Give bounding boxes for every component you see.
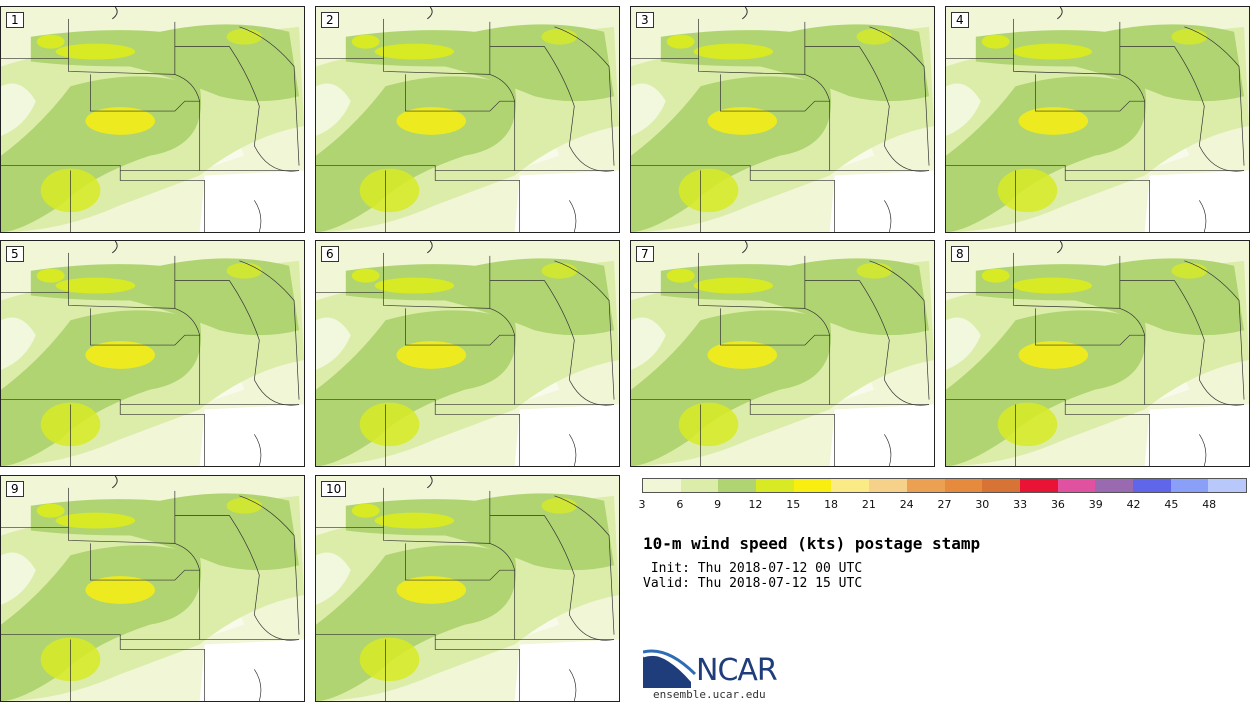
colorbar-tick-label: 27 (937, 498, 952, 511)
colorbar-segment (906, 479, 945, 492)
colorbar-tick-label: 3 (638, 498, 646, 511)
colorbar-segment (756, 479, 794, 492)
member-number-label: 3 (636, 12, 654, 28)
colorbar-segment (718, 479, 757, 492)
colorbar-segment (831, 479, 870, 492)
member-panel-1: 1 (0, 6, 305, 233)
member-number-label: 9 (6, 481, 24, 497)
colorbar-tick-label: 39 (1088, 498, 1103, 511)
colorbar-segment (680, 479, 719, 492)
member-number-label: 7 (636, 246, 654, 262)
colorbar-tick-label: 18 (824, 498, 839, 511)
colorbar-tick-label: 21 (861, 498, 876, 511)
member-panel-3: 3 (630, 6, 935, 233)
colorbar-tick-label: 6 (676, 498, 684, 511)
member-number-label: 2 (321, 12, 339, 28)
url-text: ensemble.ucar.edu (653, 688, 766, 701)
colorbar-tick-label: 36 (1050, 498, 1065, 511)
member-number-label: 8 (951, 246, 969, 262)
member-panel-5: 5 (0, 240, 305, 467)
figure-title: 10-m wind speed (kts) postage stamp (643, 534, 981, 553)
colorbar-segment (1095, 479, 1133, 492)
colorbar-ticks: 3 6 9 12 15 18 21 24 27 30 33 36 39 42 45 48 (638, 498, 1247, 514)
valid-time: Valid: Thu 2018-07-12 15 UTC (643, 576, 863, 591)
colorbar-tick-label: 12 (748, 498, 763, 511)
member-number-label: 1 (6, 12, 24, 28)
colorbar-segment (1057, 479, 1096, 492)
colorbar-segment (944, 479, 983, 492)
colorbar-tick-label: 45 (1164, 498, 1179, 511)
member-panel-6: 6 (315, 240, 620, 467)
colorbar-tick-label: 42 (1126, 498, 1141, 511)
colorbar-segment (982, 479, 1020, 492)
member-panel-7: 7 (630, 240, 935, 467)
member-panel-8: 8 (945, 240, 1250, 467)
colorbar-tick-label: 15 (786, 498, 801, 511)
member-number-label: 5 (6, 246, 24, 262)
colorbar-segment (869, 479, 907, 492)
member-number-label: 6 (321, 246, 339, 262)
colorbar-segment (1132, 479, 1171, 492)
init-time: Init: Thu 2018-07-12 00 UTC (643, 561, 863, 576)
colorbar (642, 478, 1247, 493)
member-panel-9: 9 (0, 475, 305, 702)
colorbar-tick-label: 9 (714, 498, 722, 511)
ncar-logo-icon (643, 649, 697, 688)
member-panel-2: 2 (315, 6, 620, 233)
colorbar-tick-label: 30 (975, 498, 990, 511)
colorbar-segment (1208, 479, 1246, 492)
colorbar-tick-label: 48 (1202, 498, 1217, 511)
colorbar-tick-label: 24 (899, 498, 914, 511)
member-panel-10: 10 (315, 475, 620, 702)
ncar-logo-text: NCAR (696, 653, 778, 688)
colorbar-segment (1019, 479, 1058, 492)
member-number-label: 4 (951, 12, 969, 28)
colorbar-segment (643, 479, 681, 492)
colorbar-tick-label: 33 (1013, 498, 1028, 511)
member-panel-4: 4 (945, 6, 1250, 233)
colorbar-segment (793, 479, 832, 492)
member-number-label: 10 (321, 481, 347, 497)
colorbar-segment (1170, 479, 1209, 492)
